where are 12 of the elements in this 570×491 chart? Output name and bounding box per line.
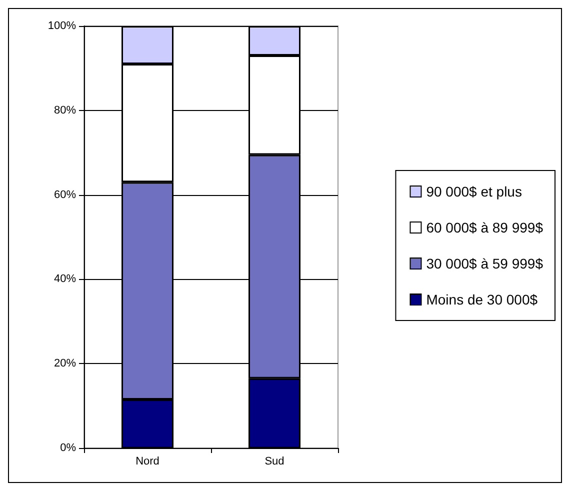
y-tick-label: 0% (60, 442, 76, 454)
legend-label: 30 000$ à 59 999$ (426, 256, 544, 272)
x-tick-label: Nord (136, 456, 160, 468)
y-tick-label: 40% (54, 273, 76, 286)
y-tick-label: 60% (54, 188, 76, 201)
legend-label: 90 000$ et plus (426, 184, 522, 200)
legend-label: Moins de 30 000$ (426, 292, 538, 308)
x-tick-label: Sud (264, 456, 284, 468)
y-tick-label: 100% (48, 20, 76, 32)
y-tick-label: 80% (54, 104, 76, 116)
y-tick-label: 20% (54, 358, 76, 370)
legend-label: 60 000$ à 89 999$ (426, 220, 544, 236)
